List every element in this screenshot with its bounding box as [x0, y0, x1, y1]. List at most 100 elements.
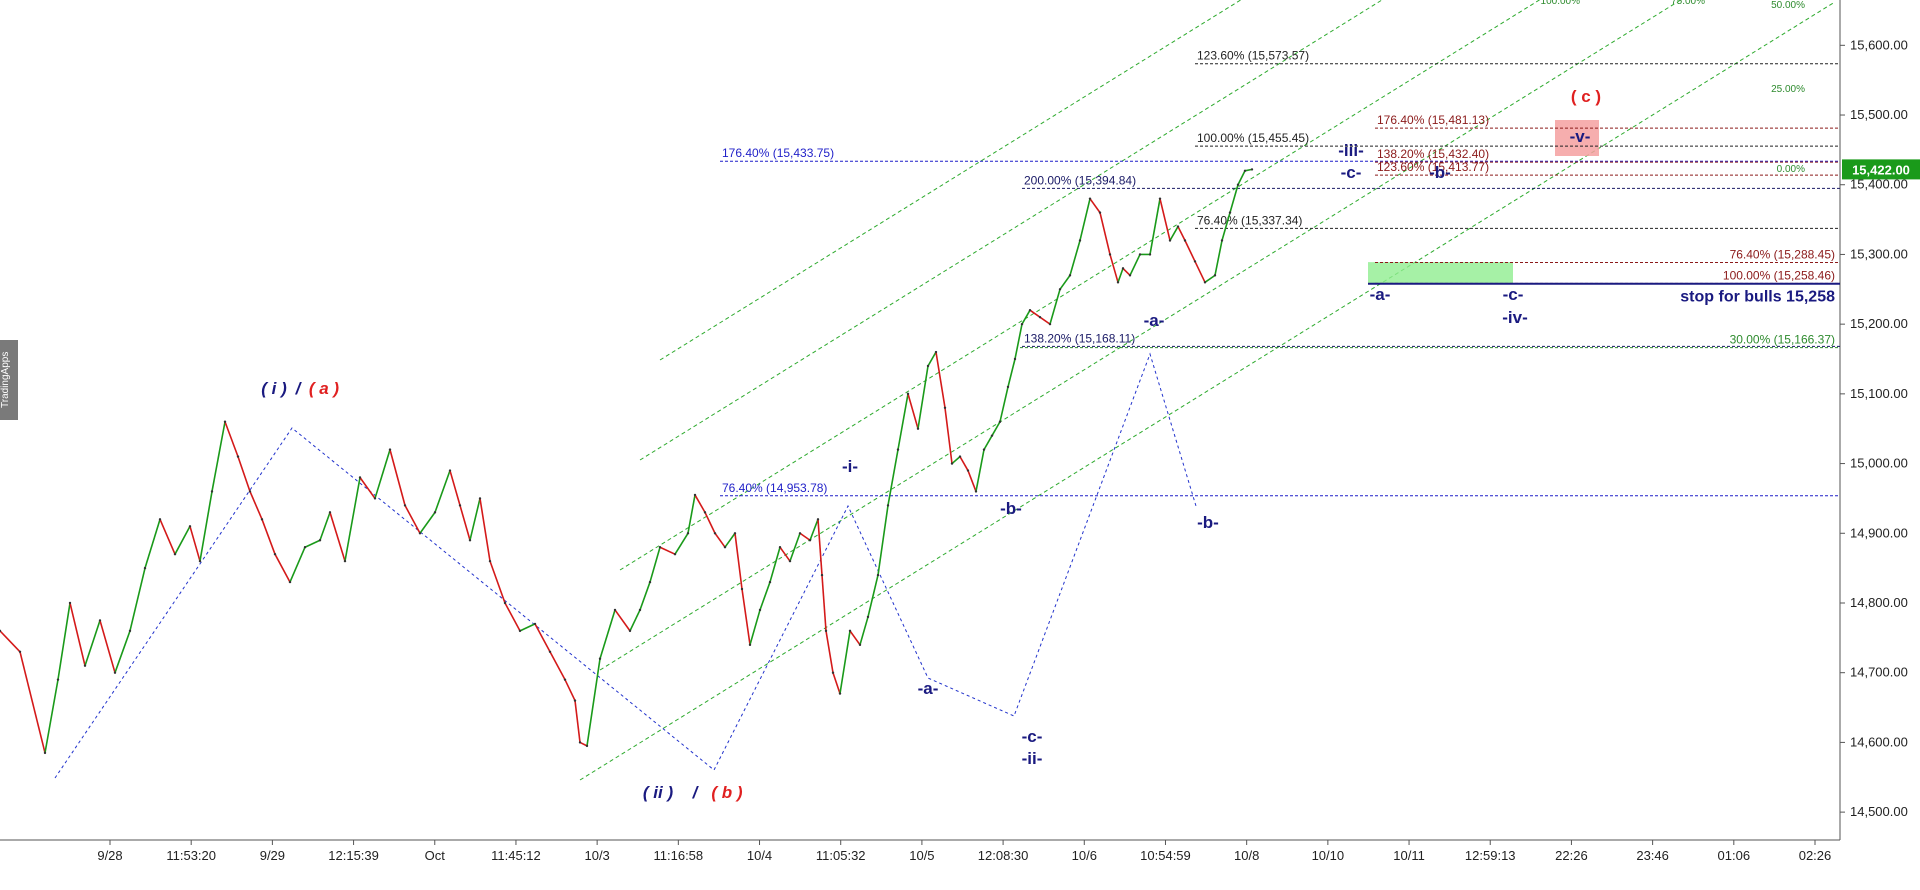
price-segment	[304, 539, 321, 548]
x-tick-label: 02:26	[1799, 848, 1832, 863]
support-zone	[1368, 262, 1513, 284]
price-segment	[1079, 198, 1091, 241]
fib-level-label: 76.40% (15,288.45)	[1730, 247, 1835, 261]
price-point	[1128, 274, 1132, 277]
wave-label: -b-	[1000, 499, 1022, 518]
price-segment	[114, 630, 131, 673]
price-point	[638, 608, 642, 612]
price-segment	[779, 546, 791, 562]
x-tick-label: Oct	[425, 848, 446, 863]
price-segment	[734, 533, 743, 590]
x-tick-label: 22:26	[1555, 848, 1588, 863]
price-segment	[44, 679, 59, 754]
price-segment	[967, 470, 977, 492]
price-segment	[579, 741, 588, 747]
price-segment	[19, 651, 46, 754]
price-point	[703, 511, 707, 514]
price-point	[548, 650, 552, 653]
y-tick-label: 15,300.00	[1850, 246, 1908, 261]
fib-level-label: 100.00% (15,455.45)	[1197, 131, 1309, 145]
price-point	[1203, 281, 1207, 284]
wave-label: -a-	[1144, 311, 1165, 330]
price-segment	[1214, 240, 1223, 276]
price-point	[43, 751, 47, 755]
price-segment	[359, 477, 376, 499]
price-segment	[1099, 212, 1111, 255]
price-segment	[289, 546, 306, 583]
price-segment	[574, 700, 581, 743]
price-segment	[687, 494, 696, 534]
price-point	[18, 650, 22, 653]
price-segment	[1129, 254, 1141, 276]
price-point	[958, 455, 962, 458]
price-segment	[991, 421, 1001, 437]
price-segment	[629, 609, 641, 632]
price-point	[886, 504, 890, 507]
wave-label: -i-	[842, 457, 858, 476]
price-point	[1250, 168, 1254, 171]
price-segment	[1069, 240, 1081, 276]
price-segment	[917, 365, 929, 429]
channel-label: 75.00%	[1671, 0, 1705, 7]
price-segment	[704, 512, 716, 534]
channel-line	[579, 1, 1836, 781]
x-tick-label: 11:53:20	[166, 848, 216, 863]
price-point	[982, 448, 986, 451]
channel-line	[619, 0, 1541, 571]
price-segment	[1089, 198, 1101, 214]
price-point	[1243, 169, 1247, 172]
price-segment	[1117, 268, 1124, 283]
price-segment	[821, 575, 827, 631]
price-point	[1228, 211, 1232, 214]
price-point	[1176, 225, 1180, 228]
y-tick-label: 14,600.00	[1850, 734, 1908, 749]
price-segment	[897, 393, 909, 450]
price-point	[748, 643, 752, 647]
price-segment	[809, 519, 819, 541]
x-tick-label: 12:59:13	[1465, 848, 1516, 863]
price-point	[573, 699, 577, 702]
price-segment	[489, 560, 506, 604]
price-point	[518, 629, 522, 633]
price-point	[563, 678, 567, 681]
price-point	[1088, 197, 1092, 200]
y-tick-label: 15,600.00	[1850, 37, 1908, 52]
wave-label: -ii-	[1022, 749, 1043, 768]
last-price-tag	[1842, 159, 1920, 180]
fib-level-label: 200.00% (15,394.84)	[1024, 173, 1136, 187]
y-tick-label: 15,000.00	[1850, 456, 1908, 471]
x-tick-label: 23:46	[1636, 848, 1669, 863]
y-tick-label: 15,400.00	[1850, 177, 1908, 192]
price-segment	[799, 532, 811, 541]
price-point	[838, 692, 842, 695]
last-price-label: 15,422.00	[1852, 162, 1910, 177]
price-segment	[1029, 309, 1041, 318]
price-point	[1098, 211, 1102, 214]
price-segment	[1237, 170, 1246, 186]
price-point	[68, 601, 72, 605]
price-point	[934, 350, 938, 354]
price-segment	[769, 546, 781, 583]
price-segment	[759, 581, 771, 611]
price-segment	[599, 609, 616, 659]
price-point	[303, 546, 307, 549]
price-segment	[319, 512, 331, 541]
x-tick-label: 12:08:30	[978, 848, 1029, 863]
x-tick-label: 10/11	[1393, 848, 1425, 863]
wave-label: -iii-	[1338, 141, 1364, 160]
wave-zigzag	[54, 352, 1197, 779]
price-point	[808, 539, 812, 542]
price-point	[1121, 267, 1125, 270]
x-tick-label: 9/28	[97, 848, 122, 863]
price-segment	[84, 620, 101, 666]
price-segment	[1122, 267, 1131, 276]
price-segment	[174, 525, 191, 555]
wave-label: -a-	[918, 679, 939, 698]
price-point	[966, 469, 970, 472]
y-tick-label: 14,800.00	[1850, 595, 1908, 610]
price-segment	[469, 498, 481, 541]
price-segment	[404, 505, 421, 534]
price-segment	[57, 602, 71, 680]
price-segment	[329, 512, 346, 562]
